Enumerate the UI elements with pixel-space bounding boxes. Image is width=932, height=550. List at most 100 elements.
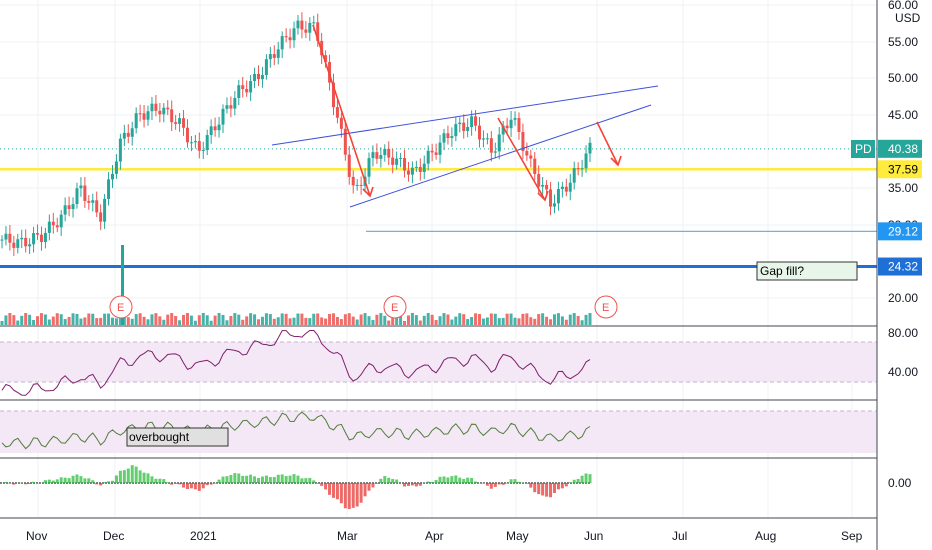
candle-body [383,148,387,156]
volume-bar [308,318,312,325]
volume-bar [103,313,107,325]
candle-body [284,36,288,38]
candle-body [237,85,241,99]
macd-bar [556,483,560,490]
axis-tick: 45.00 [888,108,918,122]
volume-bar [328,313,332,325]
candle-body [576,168,580,170]
candle-body [418,166,422,173]
candle-body [24,237,28,247]
volume-bar [501,317,505,325]
candle-body [359,184,363,186]
volume-bar [493,313,497,325]
volume-bar [458,313,462,325]
time-axis[interactable]: Nov Dec 2021 Mar Apr May Jun Jul Aug Sep [26,529,863,543]
down-arrow [596,121,619,166]
axis-tick: 50.00 [888,71,918,85]
macd-bar [182,483,186,488]
candle-body [481,138,485,140]
volume-bar [75,313,79,325]
volume-bar [126,317,130,325]
volume-bar [276,317,280,325]
volume-bar [71,313,75,325]
candle-body [509,119,513,129]
candle-body [474,116,478,126]
macd-bar [126,468,130,483]
volume-bar [481,318,485,325]
macd-bar [564,483,568,487]
volume-bar [549,319,553,325]
candle-body [549,189,553,207]
macd-bar [375,483,379,484]
price-badge [878,222,922,241]
macd-bar [63,477,67,483]
volume-bar [406,315,410,325]
candle-body [355,184,359,186]
macd-bar [47,479,51,483]
macd-bar [324,483,328,490]
candle-body [126,132,130,137]
macd-bar [170,483,174,485]
volume-bar [505,313,509,325]
overbought-note[interactable]: overbought [126,427,229,447]
symbol-badge[interactable]: PD [851,140,875,158]
volume-bar [91,313,95,325]
volume-bar [20,315,24,325]
candle-body [185,127,189,143]
candle-body [462,122,466,132]
trend-drawings[interactable] [271,24,659,208]
volume-bar [39,313,43,325]
volume-bar [395,313,399,325]
macd-bar [395,479,399,483]
time-label: May [506,529,529,543]
axis-tick: 20.00 [888,291,918,305]
candle-body [87,200,91,203]
rsi-line [1,330,591,396]
macd-bar [576,478,580,483]
macd-bar [166,482,170,483]
candle-body [556,189,560,204]
earnings-marker [383,295,407,319]
volume-bar [371,320,375,325]
volume-bar [470,316,474,325]
candle-body [533,158,537,174]
macd-bar [584,473,588,483]
macd-bar [178,483,182,485]
volume-bar [272,318,276,325]
candle-body [564,186,568,192]
volume-bar [36,316,40,325]
candle-body [552,203,556,207]
volume-bar [0,321,4,325]
arrow-head [610,155,622,167]
volume-bar [114,318,118,325]
currency-label: USD [895,11,921,25]
candle-body [426,150,430,164]
time-label: Dec [103,529,124,543]
macd-bar [4,481,8,483]
volume-bar [343,314,347,325]
volume-bar [478,313,482,325]
candle-body [122,132,126,139]
volume-bar [454,316,458,325]
macd-bar [335,483,339,500]
macd-bar [233,473,237,483]
gap-fill-note[interactable]: Gap fill? [756,261,858,281]
volume-bar [450,319,454,325]
volume-spike [121,245,124,325]
macd-bar [383,476,387,483]
macd-tick: 0.00 [888,476,912,490]
volume-bar [418,320,422,325]
candle-body [51,221,55,226]
axis-tick: 60.00 [888,0,918,12]
candle-body [110,173,114,180]
macd-bar [320,483,324,486]
volume-bar [410,313,414,325]
price-axis[interactable]: 60.00 USD 55.00 50.00 45.00 35.00 30.00 … [876,0,921,550]
macd-bar [347,483,351,509]
candle-body [20,237,24,240]
volume-bar [564,319,568,325]
candle-body [150,103,154,112]
candle-body [67,205,71,210]
